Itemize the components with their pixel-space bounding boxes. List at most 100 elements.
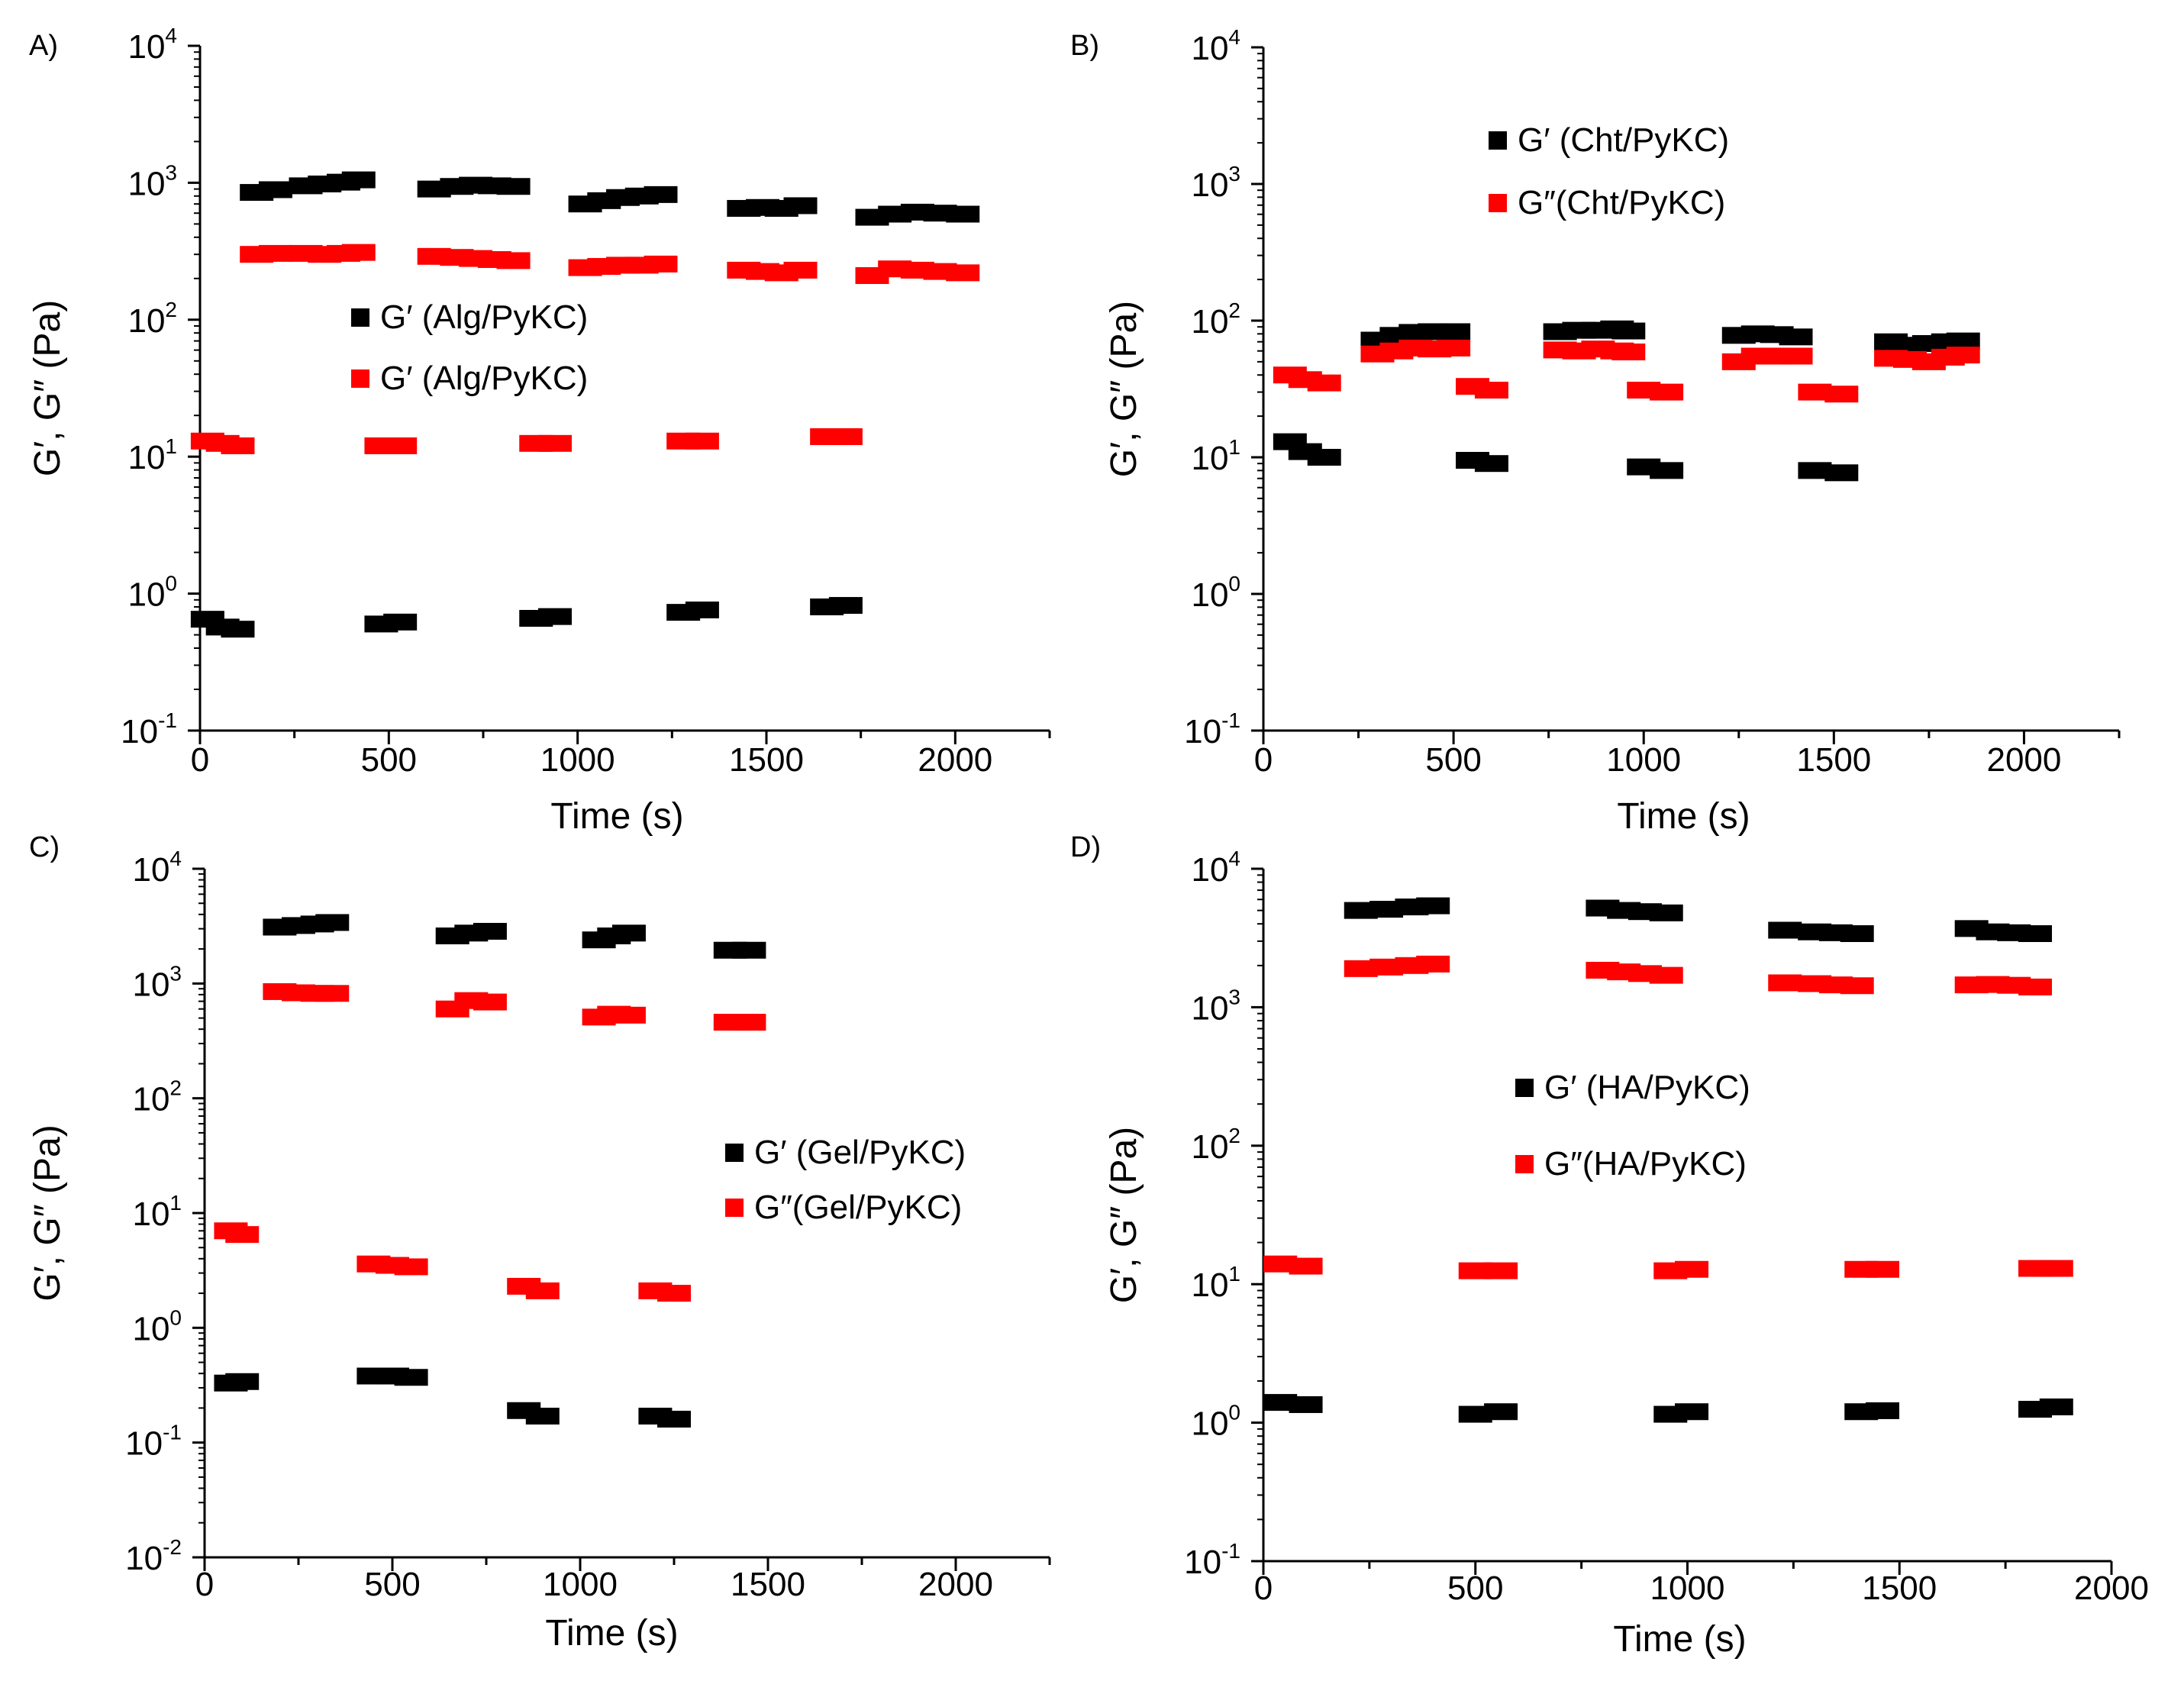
data-point — [1344, 960, 1378, 977]
x-tick-label: 0 — [1254, 1570, 1273, 1607]
data-point — [221, 621, 255, 638]
data-point — [525, 1408, 560, 1425]
data-point — [1946, 347, 1980, 364]
data-point — [1369, 958, 1404, 976]
data-point — [1840, 924, 1874, 942]
data-point — [1824, 386, 1859, 403]
legend-marker — [725, 1144, 744, 1162]
data-point — [732, 1014, 766, 1031]
data-point — [1650, 383, 1684, 401]
y-axis-title: G′, G″ (Pa) — [1104, 1127, 1144, 1303]
x-tick-label: 500 — [1447, 1570, 1503, 1607]
legend-marker — [1515, 1079, 1534, 1097]
series-4 — [1273, 433, 1859, 482]
data-point — [496, 178, 531, 195]
data-point — [1307, 449, 1341, 466]
y-tick-exponent: 0 — [1228, 572, 1240, 595]
y-tick-label: 10-1 — [121, 708, 177, 750]
x-tick-label: 1500 — [1796, 741, 1871, 779]
data-point — [1649, 904, 1683, 921]
data-point — [1611, 344, 1646, 361]
data-point — [2039, 1260, 2073, 1277]
x-tick-label: 1000 — [1650, 1570, 1725, 1607]
data-point — [657, 1285, 691, 1302]
data-point — [225, 1226, 260, 1244]
series-3 — [214, 1222, 691, 1302]
x-tick-label: 1500 — [729, 741, 804, 779]
series-2 — [240, 244, 980, 284]
data-point — [1263, 1394, 1298, 1412]
y-tick-label: 101 — [132, 1191, 182, 1233]
y-tick-label: 101 — [1191, 435, 1240, 477]
series-1 — [1360, 320, 1980, 354]
chart-panel-3: C)0 500 1000 1500 200010-210-110010110210310… — [27, 831, 1051, 1654]
x-axis-title: Time (s) — [1617, 796, 1750, 837]
data-point — [828, 597, 863, 615]
y-tick-exponent: -1 — [158, 708, 177, 732]
data-point — [2018, 978, 2053, 995]
x-axis-title: Time (s) — [550, 796, 683, 837]
y-tick-exponent: -1 — [1221, 708, 1240, 732]
data-point — [1416, 955, 1450, 973]
data-point — [1458, 1405, 1492, 1423]
x-tick-label: 1000 — [540, 741, 615, 779]
y-tick-label: 103 — [132, 961, 182, 1003]
y-tick-label: 102 — [127, 298, 177, 340]
data-point — [537, 434, 572, 452]
data-point — [1458, 1262, 1492, 1279]
y-tick-label: 10-2 — [125, 1535, 182, 1577]
y-tick-exponent: -2 — [163, 1535, 182, 1559]
data-point — [828, 428, 863, 445]
data-point — [525, 1282, 560, 1299]
legend-marker — [725, 1199, 744, 1217]
data-point — [1611, 322, 1646, 340]
data-point — [1768, 921, 1802, 939]
legend: G′ (HA/PyKC) G″(HA/PyKC) — [1515, 1069, 1750, 1183]
y-axis-title: G′, G″ (Pa) — [1104, 301, 1144, 477]
data-point — [1437, 323, 1471, 340]
data-point — [1437, 339, 1471, 357]
x-tick-label: 2000 — [918, 741, 992, 779]
data-point — [946, 264, 980, 282]
x-tick-label: 1000 — [1606, 741, 1681, 779]
data-point — [1798, 462, 1832, 479]
data-point — [1798, 383, 1832, 401]
legend-label: G′ (HA/PyKC) — [1544, 1069, 1750, 1106]
y-tick-label: 103 — [1191, 985, 1240, 1027]
x-tick-label: 2000 — [1986, 741, 2061, 779]
y-tick-label: 10-1 — [125, 1421, 182, 1463]
series-1 — [263, 914, 766, 959]
data-point — [537, 608, 572, 625]
data-point — [1474, 455, 1508, 473]
data-point — [394, 1258, 428, 1276]
data-point — [644, 186, 678, 203]
series-1 — [240, 171, 980, 226]
y-tick-exponent: 2 — [1228, 298, 1240, 322]
y-tick-label: 104 — [132, 847, 182, 889]
data-point — [1946, 332, 1980, 350]
data-point — [1779, 328, 1813, 346]
data-point — [1649, 966, 1683, 984]
x-tick-label: 1500 — [731, 1566, 805, 1603]
y-tick-exponent: -1 — [163, 1421, 182, 1444]
series-3 — [1273, 366, 1859, 403]
data-point — [341, 244, 376, 261]
y-tick-label: 103 — [1191, 162, 1240, 204]
y-tick-exponent: 4 — [169, 847, 182, 870]
data-point — [1307, 374, 1341, 392]
legend-marker — [1489, 131, 1507, 150]
y-tick-label: 104 — [1191, 847, 1240, 889]
y-tick-label: 102 — [1191, 1124, 1240, 1166]
data-point — [1650, 462, 1684, 479]
legend-label: G′ (Alg/PyKC) — [380, 360, 588, 397]
chart-panel-4: D)0 500 1000 1500 200010-1100101102103104Tim… — [1070, 831, 2149, 1660]
x-tick-label: 500 — [1425, 741, 1481, 779]
data-point — [1416, 897, 1450, 915]
legend-marker — [351, 308, 369, 327]
y-axis-title: G′, G″ (Pa) — [27, 1124, 68, 1301]
y-tick-label: 102 — [132, 1076, 182, 1118]
legend-label: G′ (Cht/PyKC) — [1518, 121, 1729, 159]
x-tick-label: 0 — [195, 1566, 214, 1603]
y-tick-exponent: 1 — [165, 434, 177, 458]
